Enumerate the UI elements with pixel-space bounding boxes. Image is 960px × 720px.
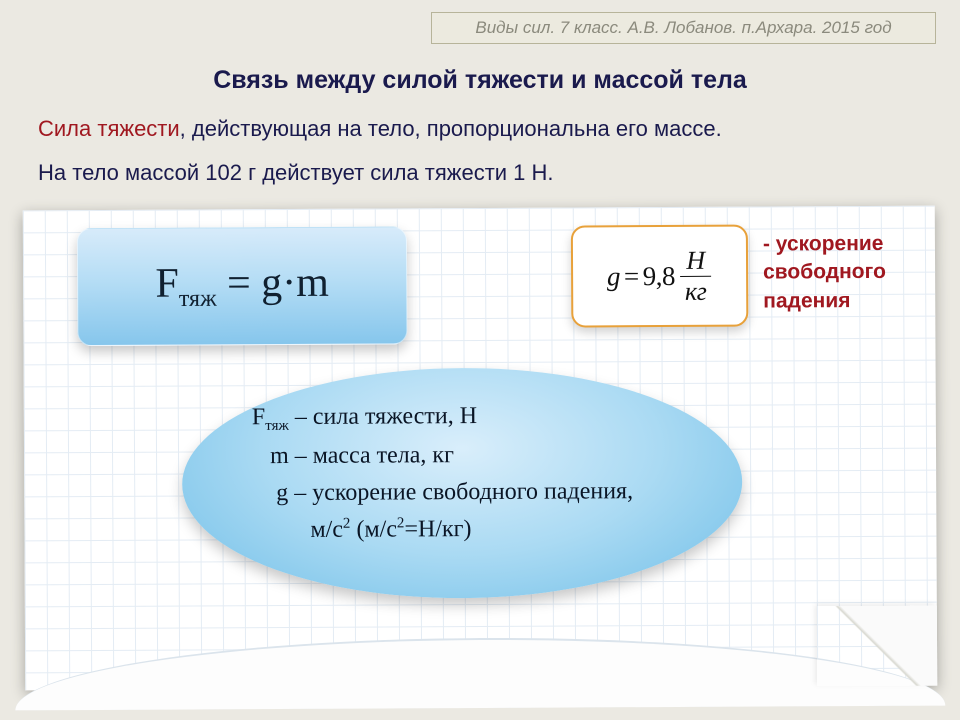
g-constant-expression: g = 9,8 Н кг: [607, 247, 713, 305]
legend-line3: g – ускорение свободного падения,: [252, 473, 702, 513]
paper-sheet: Fтяж = g·m g = 9,8 Н кг - ускорение своб…: [23, 206, 938, 691]
formula-expression: Fтяж = g·m: [155, 259, 329, 313]
legend-text: Fтяж – сила тяжести, Н m – масса тела, к…: [252, 397, 703, 550]
paper-corner-fold: [817, 606, 937, 687]
statement-proportional: Сила тяжести, действующая на тело, пропо…: [38, 116, 722, 142]
g-unit-denominator: кг: [679, 276, 712, 304]
legend-l4-sup1: 2: [343, 516, 351, 532]
legend-line2: m – масса тела, кг: [252, 436, 702, 476]
g-constant-card: g = 9,8 Н кг: [571, 225, 749, 328]
highlight-term: Сила тяжести: [38, 116, 180, 141]
legend-line1: Fтяж – сила тяжести, Н: [252, 397, 702, 438]
g-unit-numerator: Н: [680, 247, 710, 276]
statement-rest: , действующая на тело, пропорциональна е…: [180, 116, 722, 141]
formula-rhs: g·m: [261, 260, 329, 306]
formula-lhs-symbol: F: [155, 261, 179, 307]
legend-l4a: м/с: [310, 517, 343, 543]
g-symbol: g: [607, 261, 620, 292]
legend-l1-sub: тяж: [265, 418, 289, 434]
legend-l4c: =Н/кг): [404, 516, 471, 542]
legend-l3-text: g – ускорение свободного падения,: [276, 478, 633, 506]
formula-lhs-sub: тяж: [179, 286, 217, 312]
g-label-line3: падения: [763, 289, 850, 312]
legend-ellipse-container: Fтяж – сила тяжести, Н m – масса тела, к…: [182, 367, 743, 600]
g-label-line1: - ускорение: [763, 232, 884, 256]
g-value: 9,8: [643, 260, 675, 291]
legend-l2-text: m – масса тела, кг: [270, 442, 454, 469]
statement-example: На тело массой 102 г действует сила тяже…: [38, 160, 554, 186]
formula-eq: =: [216, 260, 261, 306]
legend-l4b: (м/с: [350, 517, 397, 543]
legend-l1-rest: – сила тяжести, Н: [289, 403, 477, 430]
g-constant-label: - ускорение свободного падения: [763, 230, 938, 316]
formula-card: Fтяж = g·m: [77, 226, 408, 346]
page-title: Связь между силой тяжести и массой тела: [0, 66, 960, 95]
g-eq-sign: =: [624, 261, 639, 292]
legend-l4-sup2: 2: [397, 516, 405, 532]
legend-line4: м/с2 (м/с2=Н/кг): [252, 510, 702, 550]
header-attribution-box: Виды сил. 7 класс. А.В. Лобанов. п.Архар…: [431, 12, 936, 44]
header-attribution-text: Виды сил. 7 класс. А.В. Лобанов. п.Архар…: [475, 18, 891, 38]
g-label-line2: свободного: [763, 260, 886, 284]
g-unit-fraction: Н кг: [679, 247, 713, 305]
